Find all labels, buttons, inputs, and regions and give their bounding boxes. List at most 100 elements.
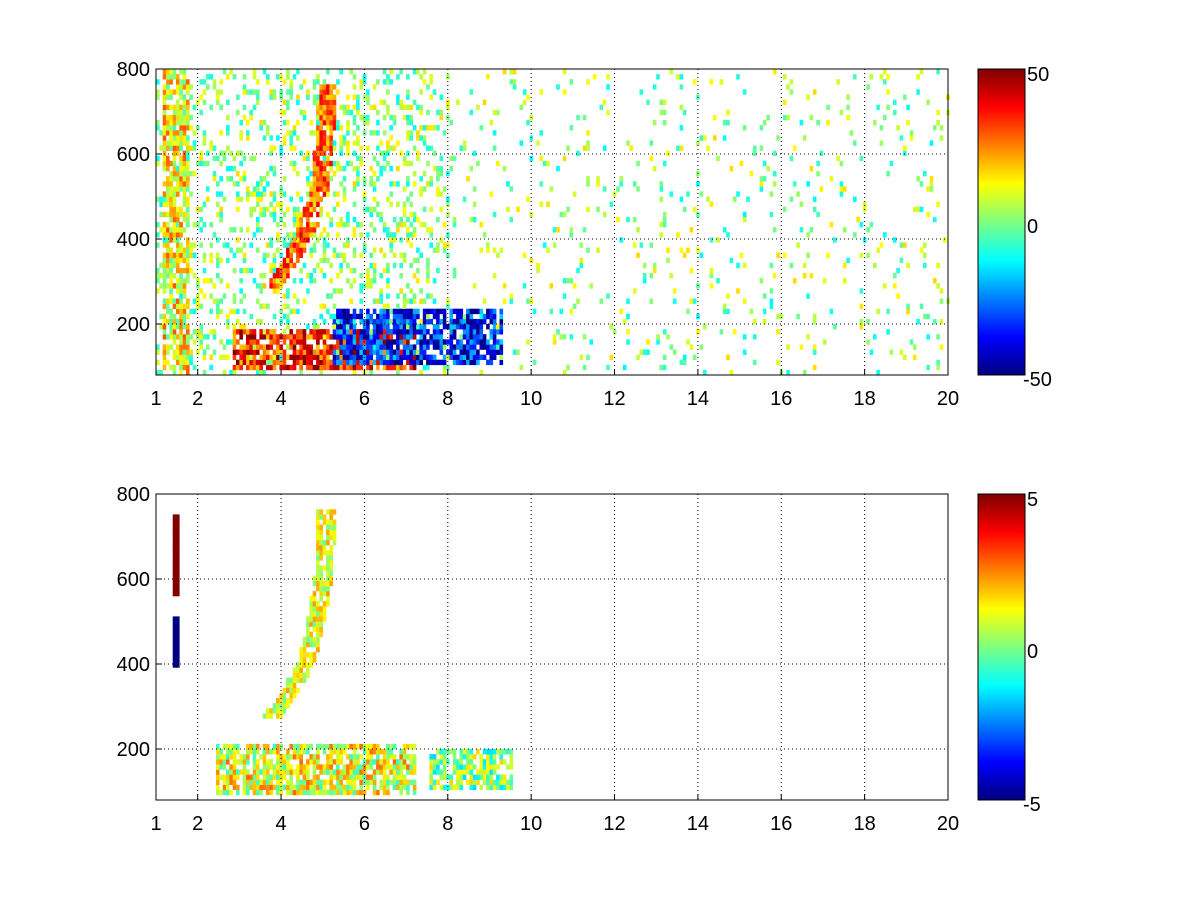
heatmap-cell <box>459 769 464 775</box>
heatmap-cell <box>266 125 270 131</box>
heatmap-cell <box>389 359 393 366</box>
heatmap-cell <box>386 334 390 340</box>
heatmap-cell <box>252 774 257 780</box>
heatmap-cell <box>292 74 297 80</box>
heatmap-cell <box>356 364 360 371</box>
heatmap-cell <box>369 206 373 213</box>
heatmap-cell <box>192 298 197 304</box>
heatmap-cell <box>562 278 567 284</box>
heatmap-cell <box>312 181 317 187</box>
heatmap-cell <box>396 774 400 780</box>
x-tick-label: 6 <box>359 388 370 410</box>
heatmap-cell <box>312 349 317 355</box>
heatmap-cell <box>322 539 327 546</box>
heatmap-cell <box>282 191 287 197</box>
axes-frame-1 <box>155 68 949 376</box>
heatmap-cell <box>189 114 193 121</box>
heatmap-cell <box>326 104 330 111</box>
y-tick-label: 600 <box>117 569 150 591</box>
heatmap-cell <box>352 308 357 315</box>
heatmap-cell <box>819 186 824 192</box>
heatmap-cell <box>292 667 297 673</box>
heatmap-cell <box>182 130 187 136</box>
heatmap-cell <box>309 601 313 607</box>
heatmap-cell <box>209 364 213 371</box>
heatmap-cell <box>409 262 413 269</box>
heatmap-cell <box>162 349 167 355</box>
heatmap-cell <box>256 227 260 233</box>
heatmap-cell <box>202 349 207 355</box>
heatmap-cell <box>202 278 207 284</box>
heatmap-cell <box>199 216 203 223</box>
heatmap-cell <box>422 298 427 304</box>
heatmap-cell <box>722 135 727 141</box>
heatmap-cell <box>166 201 170 207</box>
heatmap-cell <box>176 211 180 218</box>
heatmap-cell <box>619 176 624 182</box>
heatmap-cell <box>326 743 330 750</box>
heatmap-cell <box>376 145 380 151</box>
heatmap-cell <box>576 267 580 274</box>
heatmap-cell <box>346 344 350 350</box>
heatmap-cell <box>236 196 240 202</box>
heatmap-cell <box>232 298 237 304</box>
heatmap-cell <box>172 232 177 238</box>
heatmap-cell <box>262 369 267 376</box>
heatmap-cell <box>166 74 170 80</box>
heatmap-cell <box>422 206 427 213</box>
heatmap-cell <box>426 354 430 360</box>
heatmap-cell <box>502 774 507 780</box>
heatmap-cell <box>712 114 717 121</box>
heatmap-cell <box>316 789 320 796</box>
heatmap-cell <box>939 344 944 350</box>
heatmap-cell <box>836 79 840 85</box>
heatmap-cell <box>369 779 373 785</box>
heatmap-cell <box>316 120 320 126</box>
heatmap-cell <box>259 176 263 182</box>
heatmap-cell <box>242 759 247 765</box>
heatmap-cell <box>269 267 273 274</box>
heatmap-cell <box>222 774 227 780</box>
heatmap-cell <box>432 313 437 320</box>
heatmap-cell <box>339 339 343 345</box>
heatmap-cell <box>266 206 270 213</box>
heatmap-cell <box>442 318 447 325</box>
heatmap-cell <box>452 749 457 755</box>
heatmap-cell <box>742 334 747 340</box>
heatmap-cell <box>913 354 917 360</box>
heatmap-cell <box>186 211 190 218</box>
heatmap-cell <box>256 222 260 228</box>
heatmap-cell <box>176 621 180 627</box>
heatmap-cell <box>722 120 727 126</box>
heatmap-cell <box>622 318 627 325</box>
heatmap-cell <box>319 590 323 597</box>
heatmap-cell <box>662 160 667 167</box>
heatmap-cell <box>322 329 327 335</box>
heatmap-cell <box>402 334 407 340</box>
heatmap-cell <box>349 298 353 304</box>
heatmap-cell <box>676 145 680 151</box>
heatmap-cell <box>586 130 590 136</box>
heatmap-cell <box>272 359 277 366</box>
heatmap-cell <box>166 298 170 304</box>
heatmap-cell <box>229 779 233 785</box>
heatmap-cell <box>466 329 470 335</box>
heatmap-cell <box>472 344 477 350</box>
heatmap-cell <box>459 759 464 765</box>
heatmap-cell <box>249 354 253 360</box>
heatmap-cell <box>326 754 330 760</box>
heatmap-cell <box>276 769 280 775</box>
heatmap-cell <box>172 575 177 581</box>
heatmap-cell <box>326 109 330 116</box>
heatmap-cell <box>186 267 190 274</box>
heatmap-cell <box>609 201 614 207</box>
heatmap-cell <box>366 318 370 325</box>
heatmap-cell <box>886 74 890 80</box>
heatmap-cell <box>339 318 343 325</box>
heatmap-cell <box>439 318 444 325</box>
heatmap-cell <box>709 267 714 274</box>
heatmap-cell <box>652 120 657 126</box>
heatmap-cell <box>672 298 677 304</box>
heatmap-cell <box>462 349 467 355</box>
